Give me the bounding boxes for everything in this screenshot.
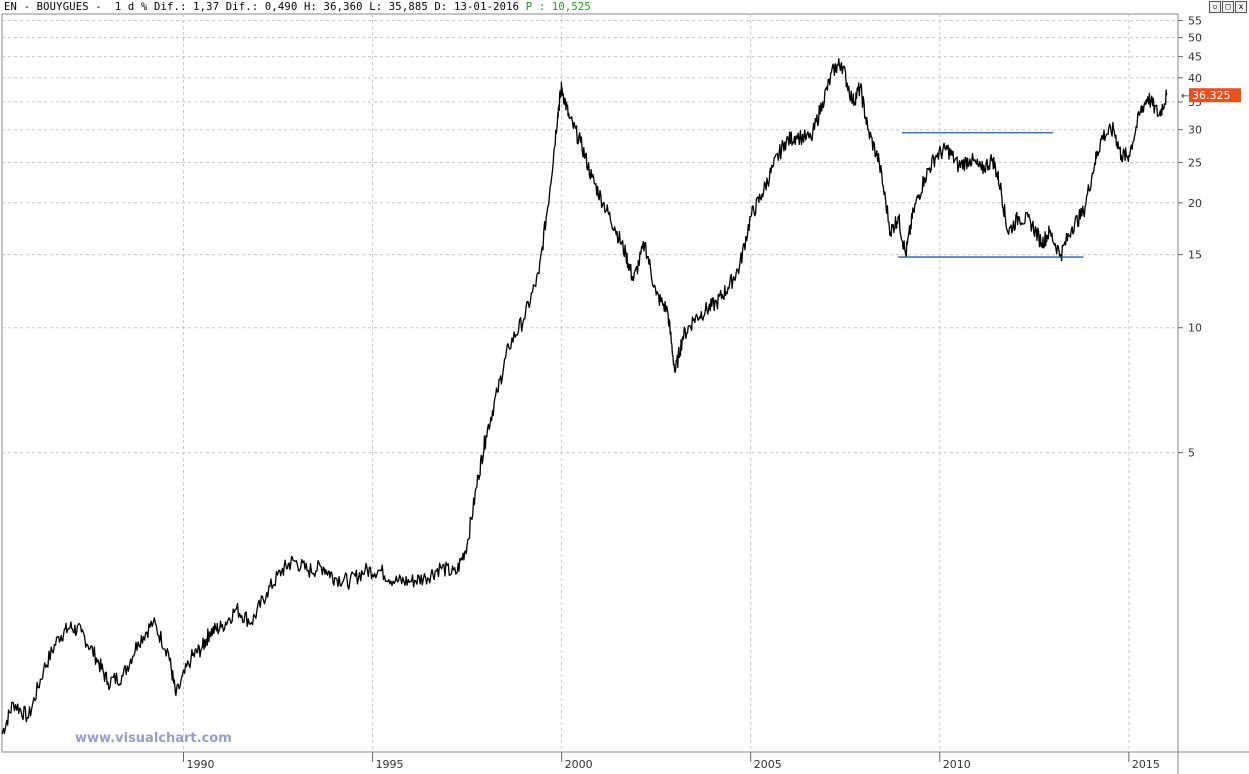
price-series-line: [1, 58, 1168, 735]
y-tick-label-10: 55: [1188, 14, 1202, 27]
y-tick-label-3: 20: [1188, 197, 1202, 210]
last-price-badge: [1189, 88, 1241, 103]
y-tick-label-5: 30: [1188, 124, 1202, 137]
close-button[interactable]: x: [1235, 1, 1247, 13]
x-tick-label-4: 2010: [943, 758, 971, 771]
last-price-arrow: ←: [1181, 91, 1189, 102]
x-tick-label-1: 1995: [376, 758, 404, 771]
x-tick-label-2: 2000: [565, 758, 593, 771]
plot-border: [1, 13, 1179, 753]
header-text: EN - BOUYGUES - 1 d % Dif.: 1,37 Dif.: 0…: [4, 1, 526, 13]
last-price-label: 36.325: [1192, 89, 1231, 102]
y-tick-label-0: 5: [1188, 447, 1195, 460]
y-tick-label-9: 50: [1188, 32, 1202, 45]
y-tick-label-7: 40: [1188, 72, 1202, 85]
instrument-header: EN - BOUYGUES - 1 d % Dif.: 1,37 Dif.: 0…: [4, 1, 591, 13]
y-tick-label-8: 45: [1188, 51, 1202, 64]
y-tick-label-1: 10: [1188, 322, 1202, 335]
x-tick-label-3: 2005: [754, 758, 782, 771]
x-tick-label-0: 1990: [187, 758, 215, 771]
window-controls: ▫ □ x: [1209, 1, 1247, 13]
y-tick-label-2: 15: [1188, 249, 1202, 262]
maximize-button[interactable]: □: [1222, 1, 1234, 13]
y-tick-label-4: 25: [1188, 157, 1202, 170]
watermark-text: www.visualchart.com: [75, 731, 232, 746]
minimize-button[interactable]: ▫: [1209, 1, 1221, 13]
price-label: P : 10,525: [525, 1, 591, 13]
x-tick-label-5: 2015: [1132, 758, 1160, 771]
